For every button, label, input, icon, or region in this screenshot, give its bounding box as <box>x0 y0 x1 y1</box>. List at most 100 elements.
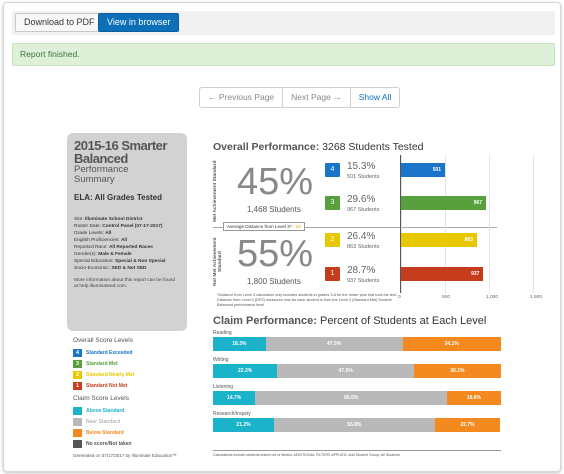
gridline <box>445 155 446 293</box>
claim-segment-near: 47.5% <box>265 337 403 351</box>
filter-row: Grade Levels: All <box>74 230 180 237</box>
claim-label: Research/Inquiry <box>213 411 251 417</box>
claim-row: Research/Inquiry 21.2% 55.8% 22.7% <box>213 411 501 432</box>
claim-row: Reading 18.3% 47.5% 34.1% <box>213 330 501 351</box>
claim-segment-above: 22.3% <box>213 364 278 378</box>
met-side-label: Met Achievement Standard <box>213 160 218 222</box>
claim-segment-near: 66.6% <box>255 391 448 405</box>
claim-stacked-bar: 21.2% 55.8% 22.7% <box>213 418 501 432</box>
claim-segment-below: 30.1% <box>414 364 501 378</box>
view-in-browser-button[interactable]: View in browser <box>98 13 180 32</box>
claim-legend-list: Above Standard Near Standard Below Standar… <box>73 405 189 449</box>
level-4-badge: 4 <box>325 163 340 177</box>
overall-title-bold: Overall Performance: <box>213 141 320 153</box>
legend-label: Standard Nearly Met <box>86 371 135 378</box>
success-alert: Report finished. <box>12 43 555 66</box>
claim-segment-above: 18.3% <box>213 337 266 351</box>
filter-row: Special Education: Special & Non Special <box>74 258 180 265</box>
bar-axis-line <box>400 155 401 293</box>
filter-key: Reported Race: <box>74 245 109 250</box>
claim-legend-item: Below Standard <box>73 427 189 438</box>
met-notmet-divider <box>213 227 497 228</box>
legend-label: Above Standard <box>86 407 125 414</box>
overall-performance-title: Overall Performance: 3268 Students Teste… <box>213 141 424 153</box>
notmet-side-label: Not Met Achievement Standard <box>213 237 223 287</box>
show-all-button[interactable]: Show All <box>358 92 392 102</box>
level-3-percent: 29.6% <box>347 194 376 205</box>
overall-legend-item: 2 Standard Nearly Met <box>73 369 189 380</box>
filter-value: Control Panel (07-17-2017) <box>102 224 163 229</box>
filter-info: Site: Illuminate School District Roster D… <box>74 216 180 272</box>
report-title-line2: Balanced <box>74 151 128 166</box>
toolbar: Download to PDF View in browser <box>12 11 555 35</box>
claim-legend-item: Near Standard <box>73 416 189 427</box>
summary-panel: 2015-16 Smarter Balanced Performance Sum… <box>67 133 187 331</box>
level-swatch: 4 <box>73 348 82 357</box>
claim-segment-below: 34.1% <box>402 337 501 351</box>
download-pdf-button[interactable]: Download to PDF <box>15 13 104 32</box>
filter-key: Roster Date: <box>74 224 103 229</box>
claim-title-bold: Claim Performance: <box>213 315 317 327</box>
filter-key: English Proficiencies: <box>74 238 121 243</box>
claim-stacked-bar: 22.3% 47.5% 30.1% <box>213 364 501 378</box>
legend-label: Below Standard <box>86 429 124 436</box>
avg-distance-label: Average Distance from Level 3*: <box>227 224 293 229</box>
legend-label: Standard Exceeded <box>86 349 133 356</box>
gridline <box>489 155 490 293</box>
filter-row: Socio-Economic: SED & Not SED <box>74 265 180 272</box>
claim-label: Listening <box>213 384 234 390</box>
generated-note: Generated on 07/17/2017 by Illuminate Ed… <box>73 453 177 458</box>
distance-footnote: *Distance from Level 3 calculation only … <box>217 293 398 307</box>
previous-page-button[interactable]: ← Previous Page <box>200 88 284 107</box>
claim-swatch <box>73 417 82 426</box>
filter-key: Grade Levels: <box>74 231 106 236</box>
legend-label: Near Standard <box>86 418 121 425</box>
filter-row: English Proficiencies: All <box>74 237 180 244</box>
claim-segment-above: 14.7% <box>213 391 256 405</box>
claim-segment-near: 55.8% <box>274 418 435 432</box>
filter-key: Gender(s): <box>74 252 99 257</box>
ela-heading: ELA: All Grades Tested <box>74 193 163 202</box>
axis-tick-label: 1,500 <box>530 295 543 300</box>
notmet-percent: 55% <box>237 233 314 275</box>
overall-legend-heading: Overall Score Levels <box>73 337 133 344</box>
filter-value: Special & Non Special <box>115 259 166 264</box>
level-2-bar: 863 <box>401 233 477 247</box>
filter-row: Gender(s): Male & Female <box>74 251 180 258</box>
claim-footnote: Calculations include students tested out… <box>213 450 501 457</box>
claim-legend-item: Above Standard <box>73 405 189 416</box>
claim-swatch <box>73 406 82 415</box>
claim-segment-below: 22.7% <box>434 418 501 432</box>
claim-segment-near: 47.5% <box>277 364 415 378</box>
report-page: 2015-16 Smarter Balanced Performance Sum… <box>67 133 542 463</box>
level-1-students: 937 Students <box>347 278 380 284</box>
filter-row: Reported Race: All Reported Races <box>74 244 180 251</box>
gridline <box>533 155 534 293</box>
next-page-button[interactable]: Next Page → <box>283 88 351 107</box>
filter-value: All Reported Races <box>108 245 153 250</box>
level-3-badge: 3 <box>325 196 340 210</box>
pagination: ← Previous Page Next Page → Show All <box>199 87 401 108</box>
overall-legend-item: 3 Standard Met <box>73 358 189 369</box>
gridline <box>401 155 402 293</box>
claim-legend-heading: Claim Score Levels <box>73 395 129 402</box>
filter-value: All <box>105 231 112 236</box>
claim-swatch <box>73 439 82 448</box>
overall-performance-panel: Met Achievement Standard Not Met Achieve… <box>213 155 497 297</box>
report-subtitle-line1: Performance <box>74 164 129 175</box>
level-swatch: 3 <box>73 359 82 368</box>
met-percent: 45% <box>237 161 314 203</box>
claim-stacked-bar: 18.3% 47.5% 34.1% <box>213 337 501 351</box>
legend-label: Standard Met <box>86 360 118 367</box>
claim-row: Listening 14.7% 66.6% 18.6% <box>213 384 501 405</box>
average-distance-box: Average Distance from Level 3*: -15 <box>223 222 305 231</box>
claim-swatch <box>73 428 82 437</box>
level-4-bar: 501 <box>401 163 446 177</box>
level-swatch: 2 <box>73 370 82 379</box>
filter-value: Illuminate School District <box>84 217 143 222</box>
report-title-line1: 2015-16 Smarter <box>74 138 167 153</box>
claim-segment-above: 21.2% <box>213 418 275 432</box>
level-1-bar: 937 <box>401 267 484 281</box>
claim-stacked-bar: 14.7% 66.6% 18.6% <box>213 391 501 405</box>
level-4-students: 501 Students <box>347 174 380 180</box>
